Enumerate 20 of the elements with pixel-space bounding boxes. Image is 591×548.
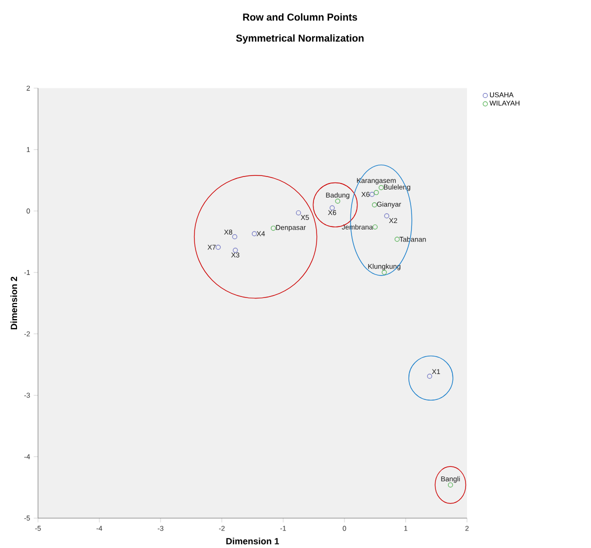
point	[372, 202, 377, 208]
point	[232, 248, 238, 253]
point	[378, 185, 384, 190]
point	[394, 236, 400, 242]
chart-title: Row and Column Points	[243, 13, 358, 21]
point	[374, 190, 379, 196]
point	[216, 244, 221, 250]
point	[427, 374, 432, 379]
point	[270, 226, 276, 231]
point	[252, 231, 257, 236]
point	[232, 234, 238, 240]
point	[382, 270, 387, 276]
chart-subtitle: Symmetrical Normalization	[236, 34, 364, 44]
point	[372, 224, 378, 230]
point	[370, 192, 375, 198]
point	[296, 210, 301, 216]
point	[335, 198, 340, 204]
x-axis-title: Dimension 1	[226, 538, 279, 545]
y-axis-title: Dimension 2	[10, 276, 18, 330]
point	[384, 214, 390, 219]
